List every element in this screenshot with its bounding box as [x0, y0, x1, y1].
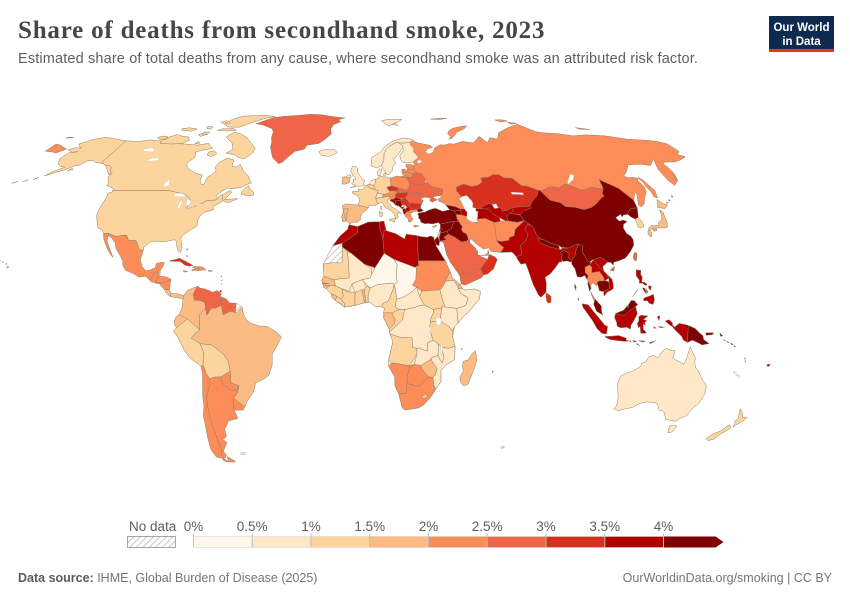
svg-text:0.5%: 0.5%	[237, 519, 268, 534]
svg-text:4%: 4%	[654, 519, 674, 534]
svg-text:2.5%: 2.5%	[472, 519, 503, 534]
svg-text:No data: No data	[129, 519, 177, 534]
svg-text:0%: 0%	[184, 519, 204, 534]
svg-text:1.5%: 1.5%	[354, 519, 385, 534]
svg-text:2%: 2%	[419, 519, 439, 534]
svg-text:1%: 1%	[301, 519, 321, 534]
svg-text:3%: 3%	[536, 519, 556, 534]
svg-text:3.5%: 3.5%	[589, 519, 620, 534]
